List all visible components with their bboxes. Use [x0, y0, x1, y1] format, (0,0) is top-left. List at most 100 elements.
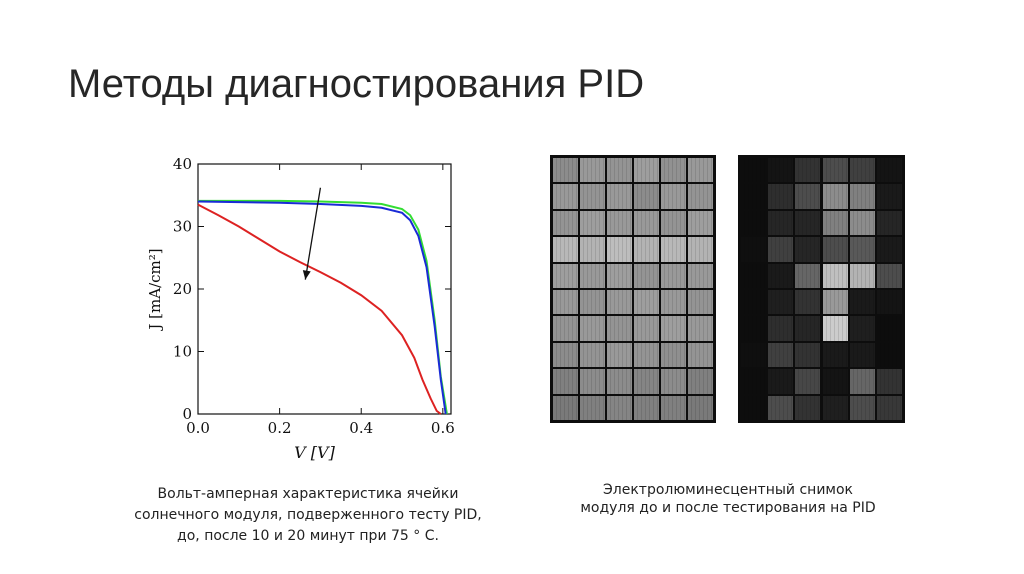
el-cell	[634, 369, 659, 394]
el-cell	[688, 237, 713, 262]
el-image-before	[550, 155, 716, 423]
el-cell	[607, 210, 632, 236]
el-cell	[795, 237, 821, 262]
el-cell	[580, 369, 605, 394]
el-cell	[822, 263, 848, 288]
el-cell	[580, 210, 605, 236]
el-cell	[849, 263, 875, 288]
el-cell	[580, 237, 605, 262]
caption-iv-line: до, после 10 и 20 минут при 75 ° С.	[177, 528, 439, 544]
caption-el-line: модуля до и после тестирования на PID	[580, 500, 876, 516]
y-tick-label: 30	[173, 218, 192, 236]
el-cell	[768, 316, 794, 341]
slide-title: Методы диагностирования PID	[68, 62, 645, 106]
el-cell	[607, 342, 632, 368]
el-cell	[822, 395, 848, 420]
el-cell	[607, 237, 632, 262]
el-cell	[876, 395, 902, 420]
el-cell	[849, 395, 875, 420]
y-axis-label: J [mA/cm²]	[146, 248, 164, 331]
el-cell	[607, 316, 632, 341]
el-cell	[849, 237, 875, 262]
el-cell	[553, 369, 578, 394]
el-cell	[634, 316, 659, 341]
annotation-arrow-line	[304, 187, 322, 280]
el-cell	[661, 369, 686, 394]
el-cell	[661, 290, 686, 315]
el-cell	[822, 158, 848, 183]
series-line-1	[197, 200, 447, 415]
el-cell	[876, 184, 902, 209]
el-cell	[741, 158, 767, 183]
el-cell	[822, 184, 848, 209]
iv-chart: 0 10 20 30 40 0.0 0.2 0.4 0.6 V [V] J [mA/cm²]	[146, 155, 455, 462]
el-cell	[688, 184, 713, 209]
el-cell	[768, 290, 794, 315]
el-cell	[768, 158, 794, 183]
el-cell	[634, 290, 659, 315]
el-cell	[688, 316, 713, 341]
el-cell	[741, 237, 767, 262]
el-cell	[849, 158, 875, 183]
el-image-after	[738, 155, 905, 423]
el-cell	[795, 290, 821, 315]
el-cell	[580, 290, 605, 315]
el-cell	[822, 316, 848, 341]
caption-iv-line: солнечного модуля, подверженного тесту P…	[134, 507, 482, 523]
el-cell	[768, 342, 794, 368]
el-cell	[741, 263, 767, 288]
el-cell	[553, 184, 578, 209]
el-cell	[876, 158, 902, 183]
el-cell	[580, 184, 605, 209]
el-cell	[688, 290, 713, 315]
x-tick-label: 0.6	[431, 419, 455, 437]
el-cell	[876, 369, 902, 394]
series-line-2	[197, 203, 442, 415]
el-cell	[580, 342, 605, 368]
caption-el-line: Электролюминесцентный снимок	[603, 482, 853, 498]
el-cell	[661, 316, 686, 341]
el-cell	[553, 158, 578, 183]
caption-iv-line: Вольт-амперная характеристика ячейки	[157, 486, 459, 502]
el-cell	[795, 342, 821, 368]
x-tick-label: 0.2	[268, 419, 292, 437]
el-cell	[795, 184, 821, 209]
el-cell	[876, 263, 902, 288]
el-cell	[661, 184, 686, 209]
el-cell	[634, 395, 659, 420]
el-cell	[688, 263, 713, 288]
el-cell	[876, 290, 902, 315]
el-cell	[741, 316, 767, 341]
el-cell	[661, 263, 686, 288]
el-cell	[876, 237, 902, 262]
el-cell	[849, 342, 875, 368]
el-cell	[607, 369, 632, 394]
el-cell	[661, 158, 686, 183]
el-cell	[768, 237, 794, 262]
el-cell	[688, 210, 713, 236]
el-cell	[580, 316, 605, 341]
el-cell	[741, 395, 767, 420]
el-cell	[795, 210, 821, 236]
el-cell	[876, 342, 902, 368]
el-cell	[607, 158, 632, 183]
el-cell	[741, 342, 767, 368]
el-cell	[741, 290, 767, 315]
el-cell	[768, 369, 794, 394]
el-cell	[768, 184, 794, 209]
el-cell	[688, 342, 713, 368]
el-cell	[607, 263, 632, 288]
y-tick-label: 40	[173, 155, 192, 173]
el-cell	[661, 237, 686, 262]
el-cell	[553, 210, 578, 236]
annotation-arrow-head	[302, 270, 311, 280]
el-cell	[795, 395, 821, 420]
el-cell	[553, 237, 578, 262]
el-cell	[822, 342, 848, 368]
el-cell	[634, 184, 659, 209]
x-tick-label: 0.0	[186, 419, 210, 437]
el-cell	[741, 369, 767, 394]
el-cell	[822, 369, 848, 394]
el-cell	[634, 210, 659, 236]
el-cell	[768, 395, 794, 420]
